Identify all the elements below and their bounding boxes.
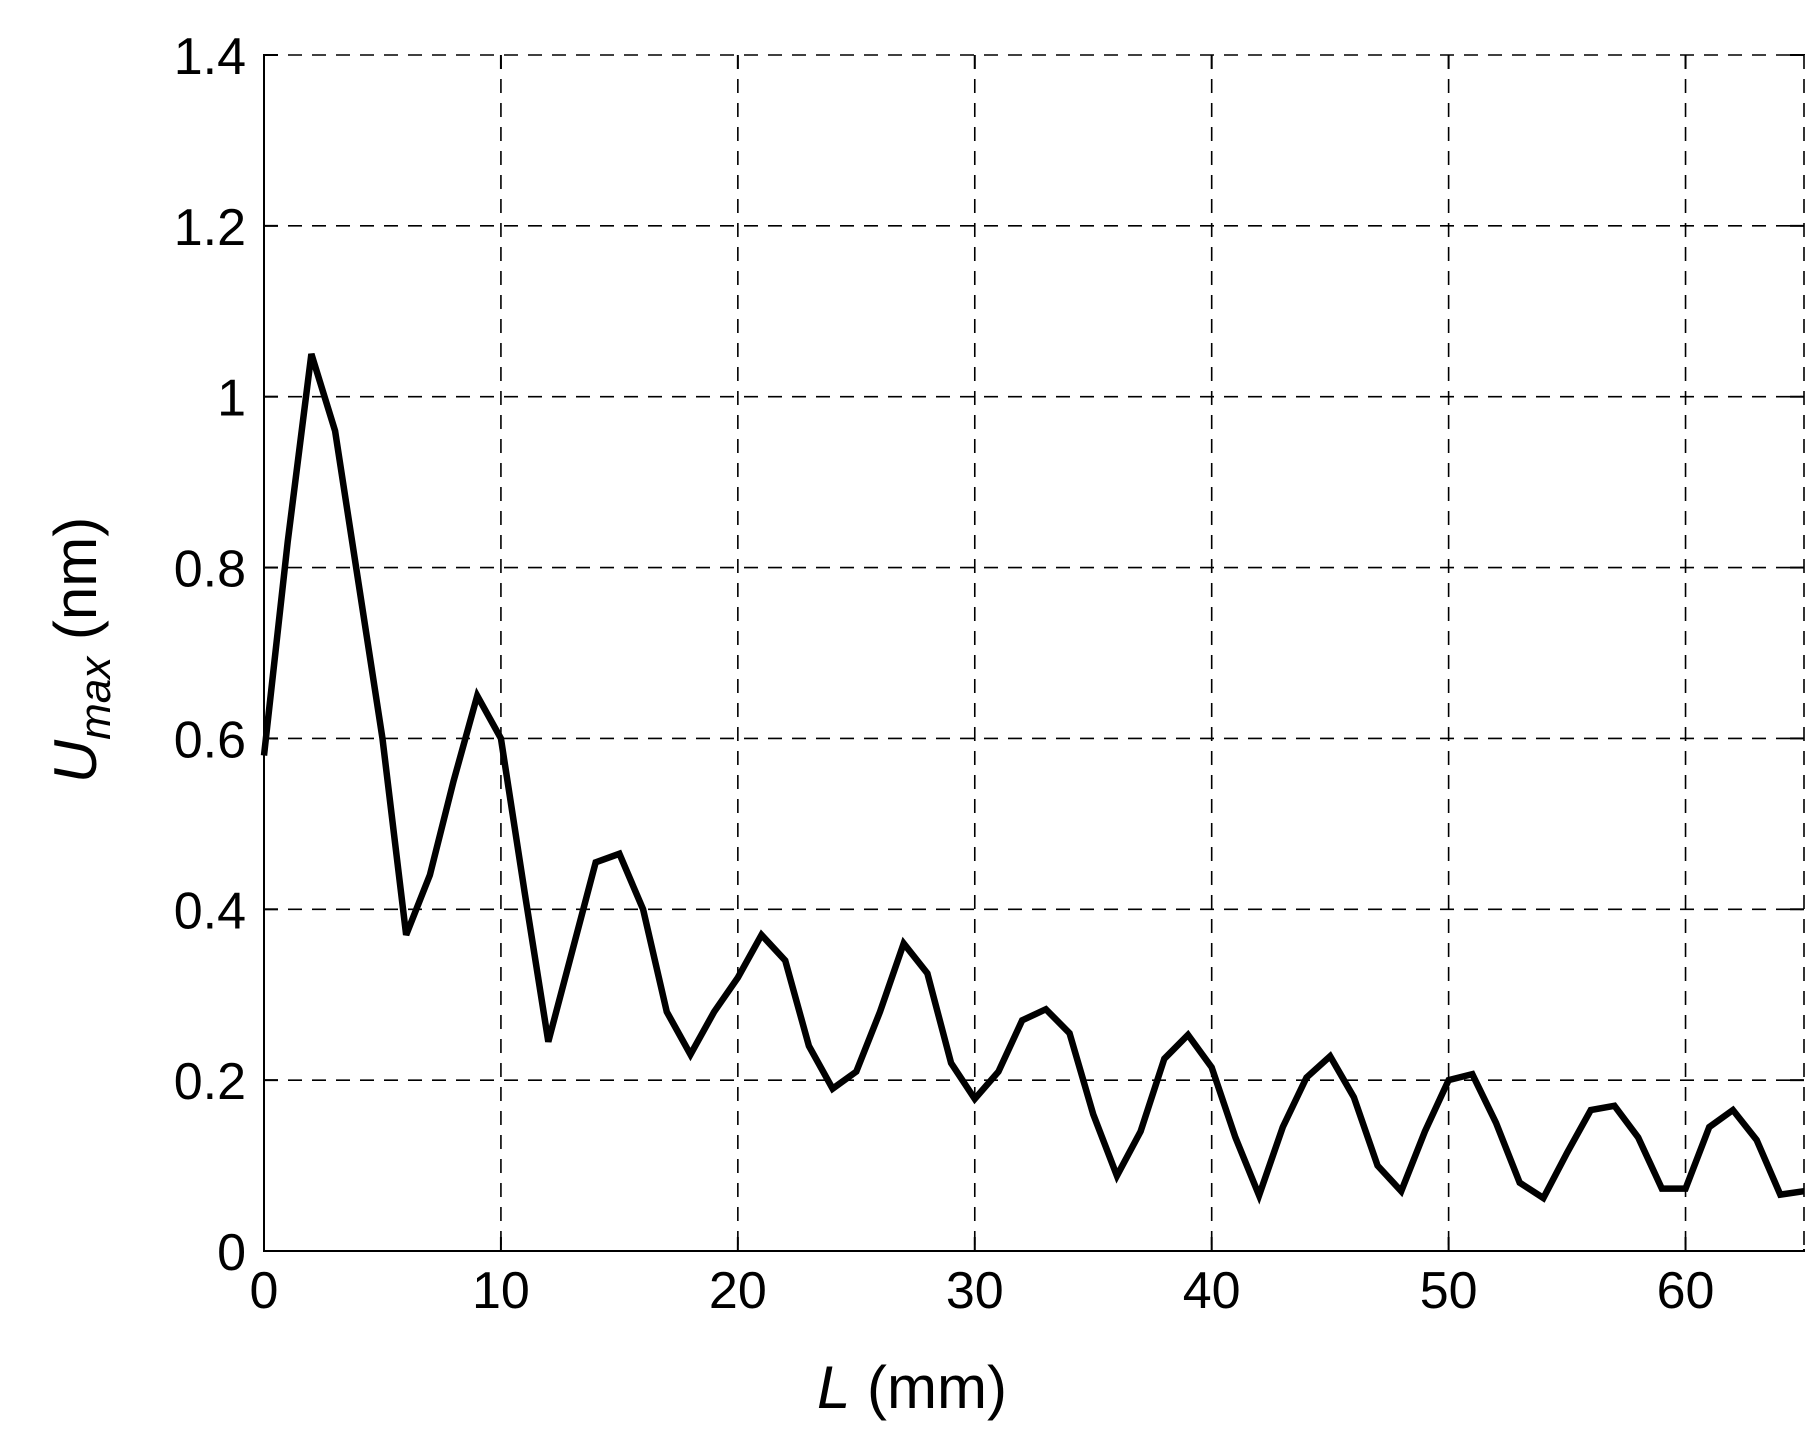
x-tick-label: 50	[1420, 1262, 1478, 1320]
y-axis-label: Umax (nm)	[42, 517, 120, 783]
x-axis-label-italic: L	[817, 1354, 850, 1421]
y-tick-labels: 0 0.2 0.4 0.6 0.8 1 1.2 1.4	[174, 28, 246, 1282]
x-axis-label-unit: (mm)	[850, 1354, 1007, 1421]
x-tick-label: 60	[1657, 1262, 1715, 1320]
tick-marks	[263, 54, 1804, 1252]
x-axis-label: L (mm)	[817, 1354, 1007, 1421]
y-tick-label: 0.4	[174, 882, 246, 940]
y-tick-label: 0.8	[174, 541, 246, 599]
x-tick-labels: 0 10 20 30 40 50 60	[250, 1262, 1715, 1320]
y-tick-label: 1.4	[174, 28, 246, 86]
y-tick-label: 0.2	[174, 1053, 246, 1111]
x-tick-label: 40	[1183, 1262, 1241, 1320]
y-axis-label-italic: U	[42, 739, 109, 783]
x-tick-label: 0	[250, 1262, 279, 1320]
y-tick-label: 0	[217, 1224, 246, 1282]
y-axis-label-subscript: max	[71, 655, 120, 740]
y-tick-label: 0.6	[174, 711, 246, 769]
x-tick-label: 10	[472, 1262, 530, 1320]
x-tick-label: 20	[709, 1262, 767, 1320]
series-line	[260, 353, 1805, 1205]
x-tick-label: 30	[946, 1262, 1004, 1320]
y-tick-label: 1	[217, 370, 246, 428]
y-axis-label-unit: (nm)	[42, 517, 109, 657]
y-tick-label: 1.2	[174, 199, 246, 257]
